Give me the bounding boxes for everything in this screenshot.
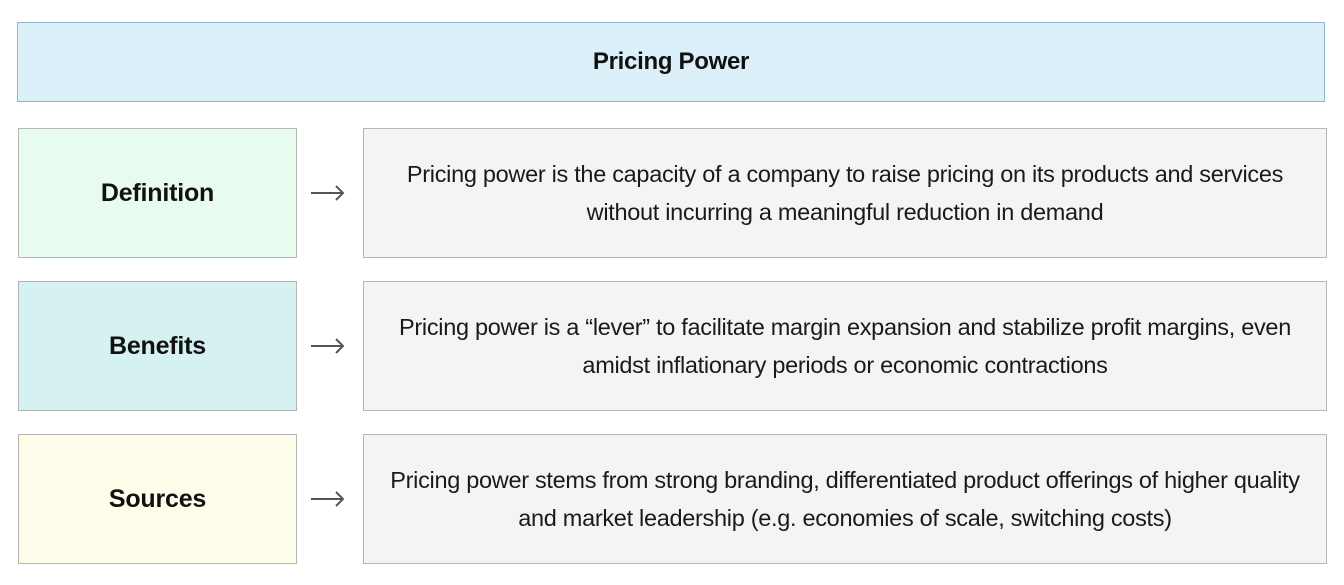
benefits-row: Benefits Pricing power is a “lever” to f…	[17, 281, 1327, 411]
definition-label-box: Definition	[18, 128, 297, 258]
benefits-label-box: Benefits	[18, 281, 297, 411]
right-arrow-icon	[309, 489, 347, 509]
benefits-description: Pricing power is a “lever” to facilitate…	[399, 314, 1291, 378]
sources-row: Sources Pricing power stems from strong …	[17, 434, 1327, 564]
sources-label-box: Sources	[18, 434, 297, 564]
sources-description: Pricing power stems from strong branding…	[390, 467, 1300, 531]
sources-description-box: Pricing power stems from strong branding…	[363, 434, 1327, 564]
sources-label: Sources	[108, 484, 207, 513]
right-arrow-icon	[309, 336, 347, 356]
right-arrow-icon	[309, 183, 347, 203]
definition-description-box: Pricing power is the capacity of a compa…	[363, 128, 1327, 258]
benefits-description-box: Pricing power is a “lever” to facilitate…	[363, 281, 1327, 411]
diagram-title-banner: Pricing Power	[17, 22, 1325, 102]
definition-description: Pricing power is the capacity of a compa…	[406, 161, 1284, 225]
diagram-title: Pricing Power	[592, 48, 750, 75]
benefits-label: Benefits	[108, 331, 207, 360]
definition-row: Definition Pricing power is the capacity…	[17, 128, 1327, 258]
definition-label: Definition	[100, 178, 215, 207]
